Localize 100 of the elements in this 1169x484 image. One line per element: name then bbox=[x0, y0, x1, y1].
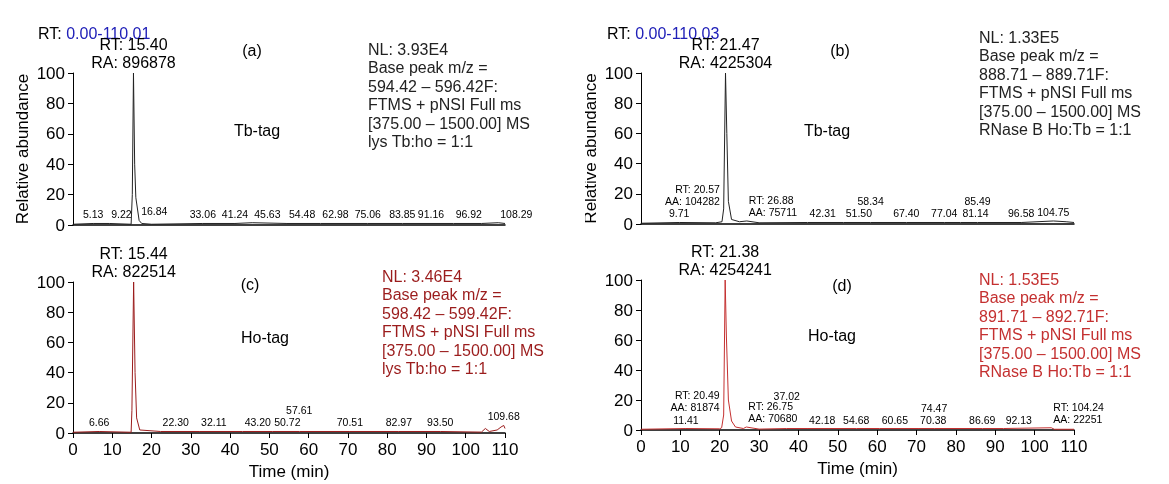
y-tick-label: 100 bbox=[36, 63, 65, 83]
text: (b) bbox=[830, 41, 850, 59]
x-tick-label: 110 bbox=[1060, 437, 1088, 456]
annotation: 33.06 bbox=[189, 208, 217, 221]
annotation: 108.29 bbox=[500, 207, 533, 220]
y-tick-label: 100 bbox=[604, 270, 633, 290]
annotation: Ho-tag bbox=[807, 326, 857, 344]
annotation: 60.65 bbox=[881, 413, 909, 426]
annotation: 83.85 bbox=[389, 208, 416, 221]
annotation: 51.50 bbox=[845, 207, 873, 220]
x-tick-label: 10 bbox=[670, 437, 690, 456]
annotation: 54.68 bbox=[843, 413, 870, 426]
annotation: RT: 26.88 AA: 75711 bbox=[748, 193, 798, 218]
annotation: NL: 1.33E5 Base peak m/z = 888.71 – 889.71F: FTMS + pNSI Full ms [375.00 – 1500.00] MS RNase B Ho:Tb = 1:1 bbox=[979, 28, 1141, 139]
y-tick-label: 40 bbox=[46, 363, 65, 383]
annotation: 42.31 bbox=[809, 207, 836, 220]
annotation: NL: 3.46E4 Base peak m/z = 598.42 – 599.42F: FTMS + pNSI Full ms [375.00 – 1500.00] MS lys Tb:ho = 1:1 bbox=[382, 267, 544, 378]
annotation: 75.06 bbox=[354, 208, 382, 221]
annotation: 85.49 bbox=[964, 195, 991, 208]
annotation: 5.13 bbox=[82, 208, 104, 221]
x-tick-label: 110 bbox=[491, 440, 519, 459]
y-tick-label: 20 bbox=[614, 390, 633, 410]
y-tick-label: 20 bbox=[46, 393, 65, 413]
x-tick-label: 70 bbox=[338, 440, 358, 459]
annotation: 74.47 bbox=[921, 401, 948, 414]
annotation: NL: 3.93E4 Base peak m/z = 594.42 – 596.42F: FTMS + pNSI Full ms [375.00 – 1500.00] MS lys Tb:ho = 1:1 bbox=[368, 40, 530, 151]
y-tick-label: 40 bbox=[614, 154, 633, 174]
x-tick-label: 60 bbox=[867, 437, 887, 456]
annotation: RT: 20.57 AA: 104282 bbox=[665, 182, 721, 207]
annotation: 45.63 bbox=[254, 207, 281, 220]
annotation: 42.18 bbox=[809, 413, 836, 426]
annotation: 70.38 bbox=[920, 413, 947, 426]
annotation: 81.14 bbox=[962, 207, 989, 220]
y-tick-label: 60 bbox=[46, 332, 65, 352]
annotation: 9.71 bbox=[669, 207, 690, 220]
annotation: 58.34 bbox=[857, 195, 884, 208]
y-tick-label: 60 bbox=[614, 123, 633, 143]
annotation: 67.40 bbox=[893, 207, 920, 220]
annotation: 86.69 bbox=[969, 413, 996, 426]
annotation: (c) bbox=[240, 275, 260, 293]
x-tick-label: 30 bbox=[181, 440, 201, 459]
x-tick-label: 90 bbox=[416, 440, 436, 459]
x-tick-label: 100 bbox=[451, 440, 480, 459]
annotation: 70.51 bbox=[336, 416, 364, 429]
x-tick-label: 50 bbox=[828, 437, 848, 456]
x-tick-label: 10 bbox=[102, 440, 122, 459]
annotation: RT: 104.24 AA: 22251 bbox=[1053, 400, 1105, 425]
annotation: 104.75 bbox=[1037, 205, 1070, 218]
annotation: (d) bbox=[832, 276, 852, 294]
x-tick-label: 40 bbox=[788, 437, 808, 456]
annotation: RT: 26.75 AA: 70680 bbox=[748, 400, 798, 424]
text: (a) bbox=[242, 41, 262, 59]
annotation: 92.13 bbox=[1005, 413, 1033, 426]
x-tick-label: 100 bbox=[1020, 437, 1049, 456]
y-tick-label: 100 bbox=[604, 63, 633, 83]
y-tick-label: 0 bbox=[55, 423, 65, 443]
annotation: 32.11 bbox=[201, 416, 227, 429]
annotation: RT: 20.49 AA: 81874 bbox=[670, 388, 720, 413]
annotation: 37.02 bbox=[773, 389, 801, 402]
annotation: 16.84 bbox=[141, 205, 168, 218]
annotation: 9.22 bbox=[111, 208, 132, 221]
x-tick-label: 60 bbox=[299, 440, 319, 459]
y-tick-label: 60 bbox=[614, 330, 633, 350]
y-tick-label: 80 bbox=[614, 300, 633, 320]
annotation: 6.66 bbox=[88, 416, 110, 429]
annotation: 82.97 bbox=[385, 416, 413, 429]
x-tick-label: 90 bbox=[985, 437, 1005, 456]
y-tick-label: 0 bbox=[623, 214, 633, 234]
y-tick-label: 80 bbox=[614, 93, 633, 113]
x-tick-label: 80 bbox=[377, 440, 397, 459]
annotation: 62.98 bbox=[322, 208, 349, 221]
x-tick-label: 0 bbox=[636, 437, 646, 456]
annotation: 43.20 bbox=[244, 416, 272, 429]
annotation: 50.72 bbox=[274, 416, 301, 429]
annotation: 91.16 bbox=[417, 208, 445, 221]
annotation: 93.50 bbox=[427, 416, 454, 429]
annotation: Tb-tag bbox=[803, 121, 851, 139]
annotation: 54.48 bbox=[288, 208, 316, 221]
annotation: RT: 21.38 RA: 4254241 bbox=[678, 242, 772, 278]
x-tick-label: 70 bbox=[907, 437, 927, 456]
annotation: NL: 1.53E5 Base peak m/z = 891.71 – 892.71F: FTMS + pNSI Full ms [375.00 – 1500.00] MS RNase B Ho:Tb = 1:1 bbox=[979, 270, 1141, 381]
x-tick-label: 40 bbox=[220, 440, 240, 459]
x-tick-label: 80 bbox=[946, 437, 966, 456]
y-axis-title: Relative abundance bbox=[13, 73, 32, 225]
y-tick-label: 80 bbox=[46, 93, 65, 113]
annotation: Tb-tag bbox=[233, 121, 281, 139]
y-tick-label: 0 bbox=[55, 215, 65, 235]
x-axis-title: Time (min) bbox=[248, 462, 330, 481]
y-tick-label: 0 bbox=[623, 420, 633, 440]
x-tick-label: 20 bbox=[142, 440, 162, 459]
annotation: 109.68 bbox=[487, 410, 520, 423]
x-axis-title: Time (min) bbox=[817, 459, 898, 478]
annotation: 96.58 bbox=[1008, 207, 1035, 220]
y-tick-label: 40 bbox=[614, 360, 633, 380]
annotation: 57.61 bbox=[286, 404, 313, 417]
y-tick-label: 60 bbox=[46, 124, 65, 144]
y-tick-label: 80 bbox=[46, 302, 65, 322]
annotation: 77.04 bbox=[931, 207, 958, 220]
annotation: 11.41 bbox=[673, 413, 699, 426]
y-tick-label: 20 bbox=[614, 184, 633, 204]
